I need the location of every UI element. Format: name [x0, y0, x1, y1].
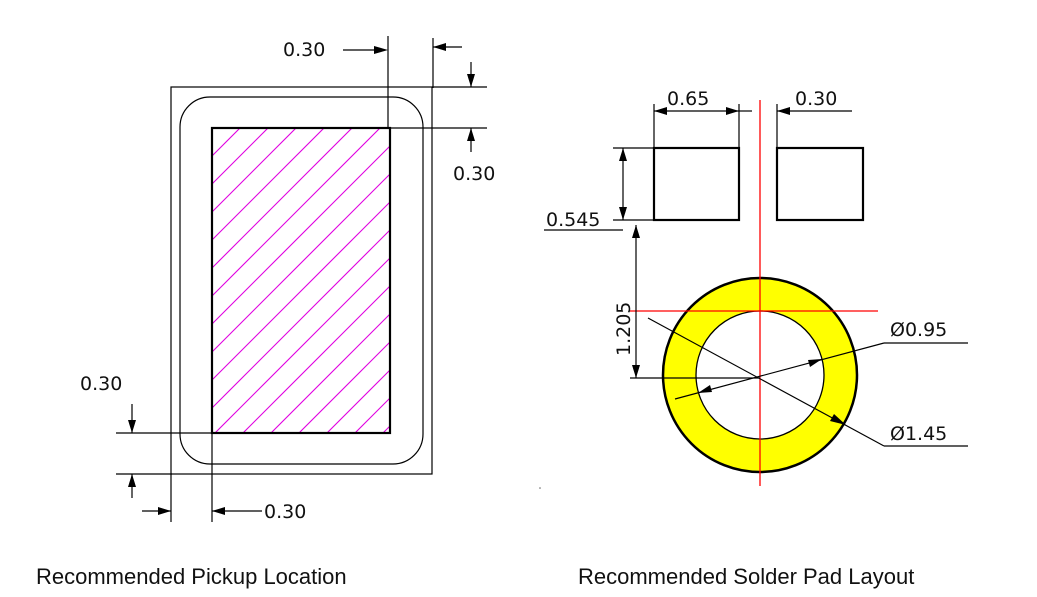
package-rounded-body: [179, 96, 424, 465]
caption-solder-pad-layout: Recommended Solder Pad Layout: [578, 564, 914, 589]
dim-pickup-right: 0.30: [453, 163, 495, 185]
dim-outer-diameter: Ø1.45: [890, 423, 947, 445]
dim-pickup-left: 0.30: [80, 373, 122, 395]
dim-pickup-top-left: 0.30: [283, 39, 325, 61]
pickup-area-hatch: [212, 128, 390, 433]
pickup-area: [210, 126, 392, 435]
solder-pad-drawing: 0.65 0.30 0.545 1.205 Ø0.95 Ø1.45: [539, 88, 968, 489]
dim-pickup-bottom: 0.30: [264, 501, 306, 523]
dim-center-distance: 1.205: [613, 302, 635, 356]
dim-pad-height: 0.545: [546, 209, 600, 231]
dim-pad-width: 0.65: [667, 88, 709, 110]
solder-pad-right: [775, 146, 865, 222]
caption-pickup-location: Recommended Pickup Location: [36, 564, 347, 589]
package-outline: [170, 86, 433, 475]
pickup-location-drawing: 0.30 0.30 0.30 0.30: [80, 36, 495, 523]
solder-pad-left: [652, 146, 741, 222]
dim-inner-diameter: Ø0.95: [890, 319, 947, 341]
dim-pad-gap: 0.30: [795, 88, 837, 110]
